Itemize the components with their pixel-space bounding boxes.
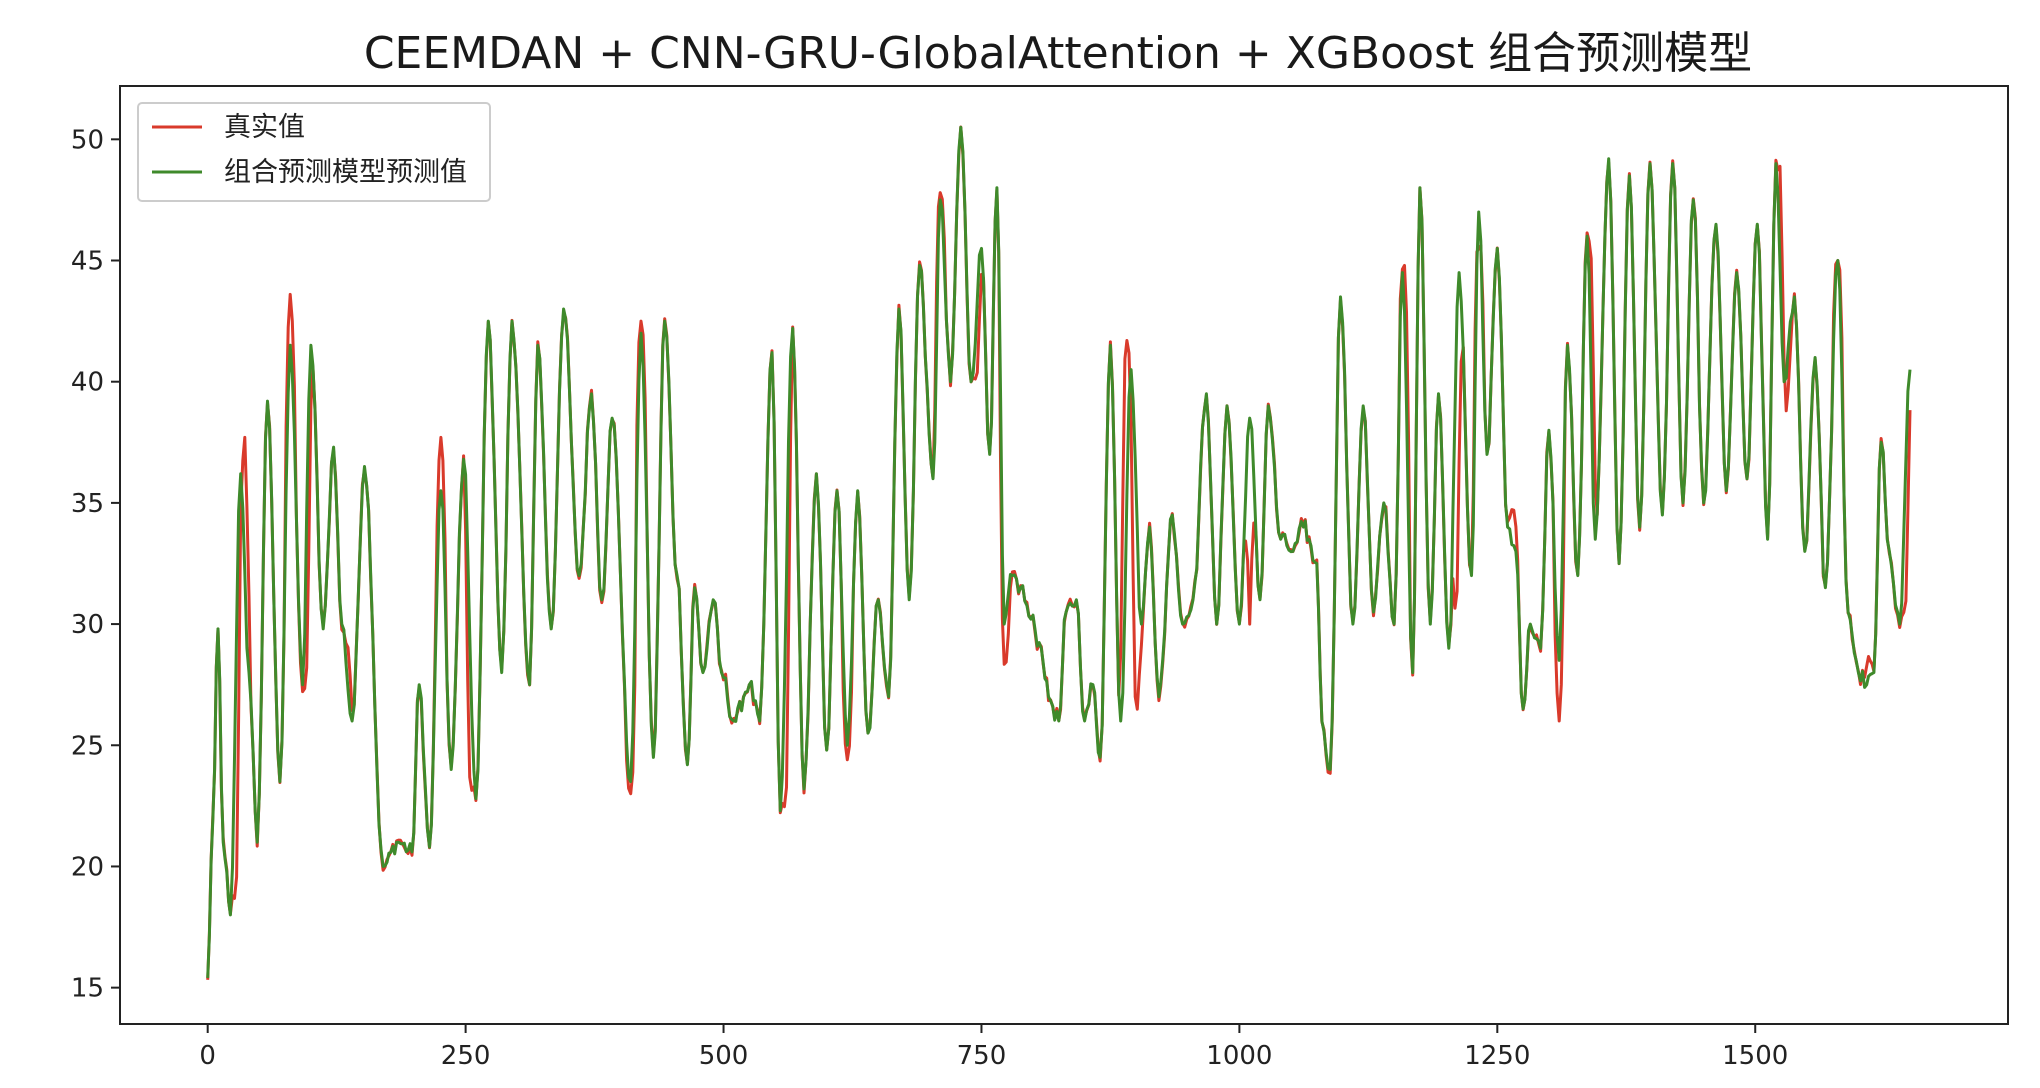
- y-tick-label: 50: [71, 125, 104, 155]
- legend-label-predicted: 组合预测模型预测值: [224, 157, 467, 188]
- y-axis: 15 20 25 30 35 40 45 50: [71, 125, 120, 1004]
- y-tick-label: 30: [71, 610, 104, 640]
- y-tick-label: 25: [71, 731, 104, 761]
- legend-label-actual: 真实值: [224, 112, 305, 143]
- y-tick-label: 35: [71, 489, 104, 519]
- series-line-predicted: [206, 125, 1912, 978]
- x-axis: 0 250 500 750 1000 1250 1500: [199, 1024, 1788, 1071]
- chart-title: CEEMDAN + CNN-GRU-GlobalAttention + XGBo…: [364, 28, 1752, 79]
- x-tick-label: 250: [441, 1041, 491, 1071]
- y-tick-label: 20: [71, 852, 104, 882]
- x-tick-label: 1500: [1722, 1041, 1788, 1071]
- legend: 真实值 组合预测模型预测值: [137, 102, 491, 202]
- x-tick-label: 1250: [1464, 1041, 1530, 1071]
- y-tick-label: 15: [71, 974, 104, 1004]
- axes-frame: [119, 85, 2009, 1025]
- axes-border: [119, 85, 2009, 1025]
- x-tick-label: 1000: [1206, 1041, 1272, 1071]
- y-tick-label: 45: [71, 247, 104, 277]
- plot-area: [206, 125, 1912, 980]
- x-tick-label: 0: [199, 1041, 216, 1071]
- x-tick-label: 500: [699, 1041, 749, 1071]
- y-tick-label: 40: [71, 368, 104, 398]
- x-tick-label: 750: [957, 1041, 1007, 1071]
- legend-box: [137, 102, 491, 202]
